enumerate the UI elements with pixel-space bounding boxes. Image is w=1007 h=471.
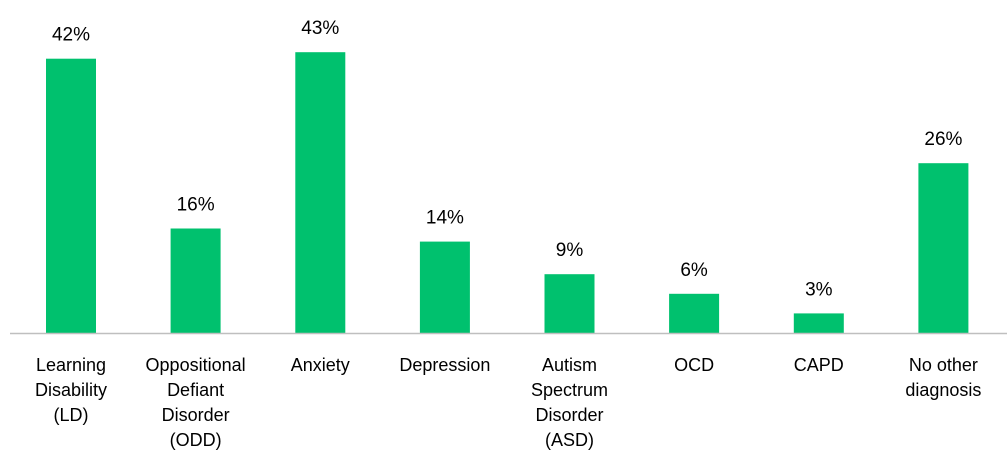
bar-anxiety	[295, 52, 346, 333]
data-labels-group: 42% 16% 43% 14% 9% 6% 3% 26%	[52, 18, 963, 300]
bar-oppositional-defiant-disorder-odd	[170, 228, 221, 333]
tick-label-anxiety: Anxiety	[291, 355, 350, 375]
tick-label-line: Disorder	[162, 405, 230, 425]
data-label-ocd: 6%	[680, 260, 708, 281]
tick-label-line: Learning	[36, 355, 106, 375]
bar-learning-disability-ld	[46, 58, 96, 333]
data-label-capd: 3%	[805, 279, 833, 300]
data-label-no-other-diagnosis: 26%	[924, 129, 962, 150]
bar-ocd	[669, 293, 720, 333]
data-label-autism-spectrum-disorder-asd: 9%	[556, 240, 584, 261]
tick-label-line: Disability	[35, 380, 107, 400]
tick-label-no-other-diagnosis: No other diagnosis	[905, 355, 981, 400]
tick-label-capd: CAPD	[794, 355, 844, 375]
tick-label-ocd: OCD	[674, 355, 714, 375]
tick-label-line: Oppositional	[146, 355, 246, 375]
bar-autism-spectrum-disorder-asd	[544, 274, 595, 333]
tick-label-learning-disability-ld: Learning Disability (LD)	[35, 355, 107, 425]
tick-label-line: Spectrum	[531, 380, 608, 400]
data-label-learning-disability-ld: 42%	[52, 25, 90, 46]
data-label-depression: 14%	[426, 208, 464, 229]
tick-labels-group: Learning Disability (LD) Oppositional Defian…	[35, 355, 981, 450]
tick-label-oppositional-defiant-disorder-odd: Oppositional Defiant Disorder (ODD)	[146, 355, 246, 450]
tick-label-line: CAPD	[794, 355, 844, 375]
bar-no-other-diagnosis	[918, 163, 969, 333]
tick-label-line: (ASD)	[545, 430, 594, 450]
tick-label-line: Anxiety	[291, 355, 350, 375]
tick-label-line: No other	[909, 355, 978, 375]
data-label-oppositional-defiant-disorder-odd: 16%	[177, 195, 215, 216]
tick-label-line: diagnosis	[905, 380, 981, 400]
bar-capd	[793, 313, 844, 333]
tick-label-line: (LD)	[54, 405, 89, 425]
tick-label-line: Autism	[542, 355, 597, 375]
tick-label-depression: Depression	[399, 355, 490, 375]
tick-label-autism-spectrum-disorder-asd: Autism Spectrum Disorder (ASD)	[531, 355, 608, 450]
bar-depression	[419, 241, 470, 333]
tick-label-line: (ODD)	[170, 430, 222, 450]
data-label-anxiety: 43%	[301, 18, 339, 39]
tick-label-line: Disorder	[535, 405, 603, 425]
bars-group	[46, 52, 969, 333]
tick-label-line: Depression	[399, 355, 490, 375]
tick-label-line: OCD	[674, 355, 714, 375]
tick-label-line: Defiant	[167, 380, 224, 400]
